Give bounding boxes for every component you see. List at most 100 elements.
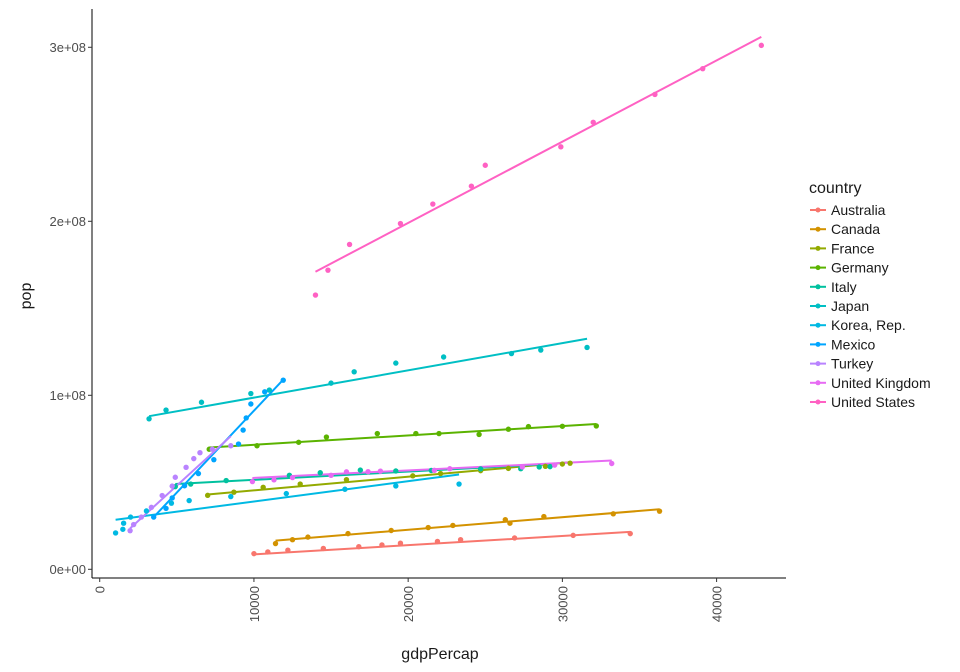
point-united-states: [430, 201, 436, 207]
legend-key-dot: [815, 341, 821, 347]
point-united-states: [312, 292, 319, 298]
legend-label: Korea, Rep.: [831, 317, 906, 333]
point-united-states: [325, 267, 331, 273]
point-mexico: [235, 441, 242, 447]
point-canada: [541, 513, 547, 520]
legend-item-korea-rep: Korea, Rep.: [810, 317, 906, 333]
legend-item-italy: Italy: [810, 279, 857, 295]
point-united-kingdom: [289, 474, 296, 481]
legend-label: Canada: [831, 221, 880, 237]
trend-line-australia: [252, 530, 631, 556]
point-australia: [285, 547, 291, 553]
point-italy: [477, 466, 484, 472]
point-united-kingdom: [447, 466, 453, 472]
point-australia: [265, 549, 271, 555]
point-italy: [393, 468, 399, 474]
legend-key-dot: [815, 284, 821, 290]
legend-key-dot: [815, 361, 821, 367]
point-canada: [656, 508, 663, 514]
point-italy: [536, 464, 542, 470]
point-korea-rep: [456, 481, 462, 487]
point-korea-rep: [393, 483, 399, 489]
point-australia: [570, 532, 576, 539]
legend-label: United Kingdom: [831, 375, 931, 391]
x-tick-label: 20000: [401, 586, 416, 622]
point-turkey: [159, 492, 165, 499]
point-australia: [397, 540, 404, 546]
legend-key-dot: [815, 303, 821, 309]
y-tick-label: 1e+08: [49, 388, 86, 403]
point-canada: [507, 520, 513, 526]
point-japan: [538, 347, 544, 353]
point-france: [437, 470, 444, 477]
y-tick-label: 2e+08: [49, 214, 86, 229]
point-united-states: [758, 42, 765, 49]
legend-label: Australia: [831, 202, 886, 218]
point-turkey: [191, 455, 197, 462]
trend-line-united-states: [315, 35, 762, 273]
point-mexico: [195, 470, 202, 477]
point-australia: [627, 530, 633, 537]
point-france: [567, 460, 573, 466]
legend-item-canada: Canada: [810, 221, 880, 237]
point-italy: [223, 477, 229, 484]
legend-key-dot: [815, 207, 821, 213]
point-france: [559, 461, 566, 467]
point-korea-rep: [283, 490, 290, 497]
point-france: [542, 463, 549, 469]
point-korea-rep: [342, 486, 348, 492]
trend-line-korea-rep: [115, 473, 460, 521]
point-united-kingdom: [519, 464, 525, 470]
point-united-kingdom: [249, 478, 256, 485]
point-united-states: [590, 119, 596, 125]
point-united-kingdom: [431, 467, 438, 473]
legend-label: Turkey: [831, 356, 873, 372]
point-japan: [198, 399, 205, 405]
legend-label: France: [831, 240, 875, 256]
point-france: [505, 465, 512, 472]
x-ticks: 0 10000 20000 30000 40000: [93, 578, 725, 622]
point-japan: [440, 354, 447, 360]
point-mexico: [211, 456, 217, 463]
legend-label: Italy: [831, 279, 857, 295]
trend-line-canada: [275, 508, 660, 542]
point-japan: [266, 387, 273, 393]
point-united-states: [346, 241, 353, 248]
point-germany: [254, 443, 260, 449]
point-australia: [356, 543, 362, 550]
point-mexico: [243, 415, 249, 421]
point-korea-rep: [112, 530, 119, 536]
point-turkey: [209, 446, 215, 452]
point-australia: [251, 550, 257, 557]
point-turkey: [183, 464, 189, 471]
legend-item-united-kingdom: United Kingdom: [810, 375, 931, 391]
point-united-states: [558, 144, 564, 150]
point-germany: [436, 430, 442, 437]
point-turkey: [228, 443, 234, 449]
point-australia: [511, 535, 518, 541]
point-germany: [413, 430, 419, 437]
x-tick-label: 40000: [710, 586, 725, 622]
point-italy: [188, 481, 194, 487]
point-germany: [295, 439, 302, 445]
point-japan: [248, 390, 254, 397]
legend-key-dot: [815, 245, 821, 251]
point-united-kingdom: [377, 468, 384, 474]
point-united-kingdom: [271, 477, 277, 483]
point-turkey: [127, 527, 133, 534]
legend-label: Japan: [831, 298, 869, 314]
point-australia: [434, 538, 441, 545]
point-united-states: [700, 65, 706, 72]
point-japan: [328, 380, 334, 386]
legend-item-turkey: Turkey: [810, 356, 873, 372]
point-canada: [289, 537, 296, 543]
point-united-states: [397, 220, 404, 227]
point-mexico: [248, 401, 254, 407]
point-mexico: [163, 505, 169, 512]
legend-items: Australia Canada France Germany Italy Japan Ko…: [810, 202, 931, 410]
point-united-kingdom: [551, 462, 558, 468]
point-france: [204, 492, 211, 499]
point-japan: [584, 344, 590, 351]
point-mexico: [181, 483, 188, 489]
axes: 0 10000 20000 30000 40000 0e+00 1e+08 2e+08 3e+…: [49, 9, 786, 622]
